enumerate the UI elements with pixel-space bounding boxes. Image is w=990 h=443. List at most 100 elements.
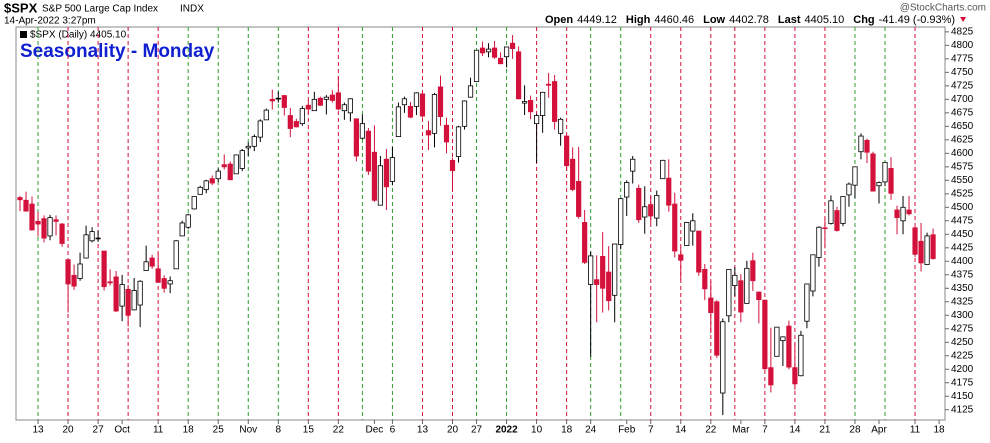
candle-body (672, 203, 678, 252)
candle-body (648, 204, 654, 217)
y-tick-label: 4475 (951, 215, 974, 226)
candle-body (269, 98, 275, 102)
candle-body (810, 254, 816, 292)
candle-body (461, 100, 468, 127)
x-tick-label: 22 (705, 425, 717, 436)
x-tick-label: 13 (32, 425, 44, 436)
candle-body (53, 219, 59, 222)
candle-body (425, 130, 432, 136)
candle-body (29, 203, 35, 231)
candle-body (323, 96, 329, 100)
legend: $SPX (Daily) 4405.10 (30, 30, 127, 41)
x-tick-label: 15 (303, 425, 315, 436)
candle-body (467, 85, 474, 98)
candle-body (558, 118, 564, 134)
x-tick-label: 18 (183, 425, 195, 436)
y-tick-label: 4500 (951, 202, 974, 213)
y-tick-label: 4150 (951, 391, 974, 402)
candle-body (546, 83, 552, 86)
x-tick-label: 6 (390, 425, 396, 436)
candle-body (35, 220, 41, 225)
candle-body (876, 182, 882, 187)
candle-body (341, 104, 347, 112)
candle-body (924, 235, 930, 265)
candle-body (834, 210, 840, 231)
candle-body (179, 222, 185, 237)
candle-body (840, 196, 846, 224)
x-tick-label: 27 (93, 425, 105, 436)
candle-body (383, 158, 390, 188)
candle-body (263, 109, 269, 121)
source: @StockCharts.com (900, 3, 986, 14)
candle-body (852, 166, 858, 186)
candle-body (281, 95, 287, 108)
candle-body (149, 257, 155, 267)
candle-body (215, 170, 221, 180)
y-tick-label: 4200 (951, 364, 974, 375)
candle-body (630, 158, 636, 172)
candle-body (804, 283, 810, 322)
candle-body (293, 121, 299, 128)
candle-body (756, 291, 762, 301)
quote-value: 4449.12 (577, 14, 617, 26)
candle-body (864, 139, 870, 153)
y-tick-label: 4775 (951, 53, 974, 64)
quote-value: 4402.78 (729, 14, 769, 26)
candle-body (888, 168, 894, 194)
x-tick-label: 24 (585, 425, 597, 436)
candle-body (119, 284, 125, 307)
quote-value: -41.49 (-0.93%) (879, 14, 955, 26)
x-tick-label: 27 (471, 425, 483, 436)
candle-body (455, 126, 462, 157)
candle-body (534, 115, 540, 125)
candle-body (894, 209, 900, 218)
y-tick-label: 4400 (951, 256, 974, 267)
quote-label: Open (545, 14, 573, 26)
candle-body (437, 86, 444, 118)
security-name: S&P 500 Large Cap Index (42, 4, 158, 15)
candle-body (161, 278, 167, 289)
candle-body (395, 106, 402, 137)
y-tick-label: 4800 (951, 40, 974, 51)
candle-body (618, 198, 624, 245)
x-tick-label: 8 (276, 425, 282, 436)
y-tick-label: 4175 (951, 377, 974, 388)
candle-body (203, 180, 209, 190)
candle-body (588, 255, 594, 285)
x-tick-label: 21 (819, 425, 831, 436)
candle-body (732, 274, 738, 286)
candle-body (245, 145, 251, 149)
candle-body (750, 260, 756, 282)
candle-body (479, 47, 486, 54)
legend-swatch (20, 31, 27, 38)
quote-label: Low (703, 14, 725, 26)
candle-body (107, 281, 113, 284)
y-tick-label: 4750 (951, 67, 974, 78)
x-tick-label: 7 (648, 425, 654, 436)
candle-body (113, 276, 119, 312)
x-tick-label: Nov (239, 425, 257, 436)
candle-body (83, 234, 89, 259)
candle-body (900, 206, 906, 222)
candle-body (882, 162, 888, 183)
candle-body (642, 206, 648, 218)
candle-body (419, 93, 426, 117)
candle-body (329, 94, 335, 101)
candle-body (521, 101, 528, 104)
x-tick-label: 7 (762, 425, 768, 436)
date: 14-Apr-2022 3:27pm (4, 16, 96, 27)
x-tick-label: 11 (153, 425, 164, 436)
x-tick-label: Feb (618, 425, 636, 436)
y-tick-label: 4325 (951, 296, 974, 307)
candle-body (137, 280, 143, 306)
candle-body (239, 150, 245, 169)
candle-body (690, 220, 696, 232)
candle-body (582, 222, 588, 263)
candle-body (570, 158, 576, 190)
candle-body (359, 123, 365, 139)
candle-body (47, 217, 53, 237)
y-tick-label: 4250 (951, 337, 974, 348)
candle-body (353, 118, 359, 157)
candle-body (738, 280, 744, 313)
y-tick-label: 4275 (951, 323, 974, 334)
